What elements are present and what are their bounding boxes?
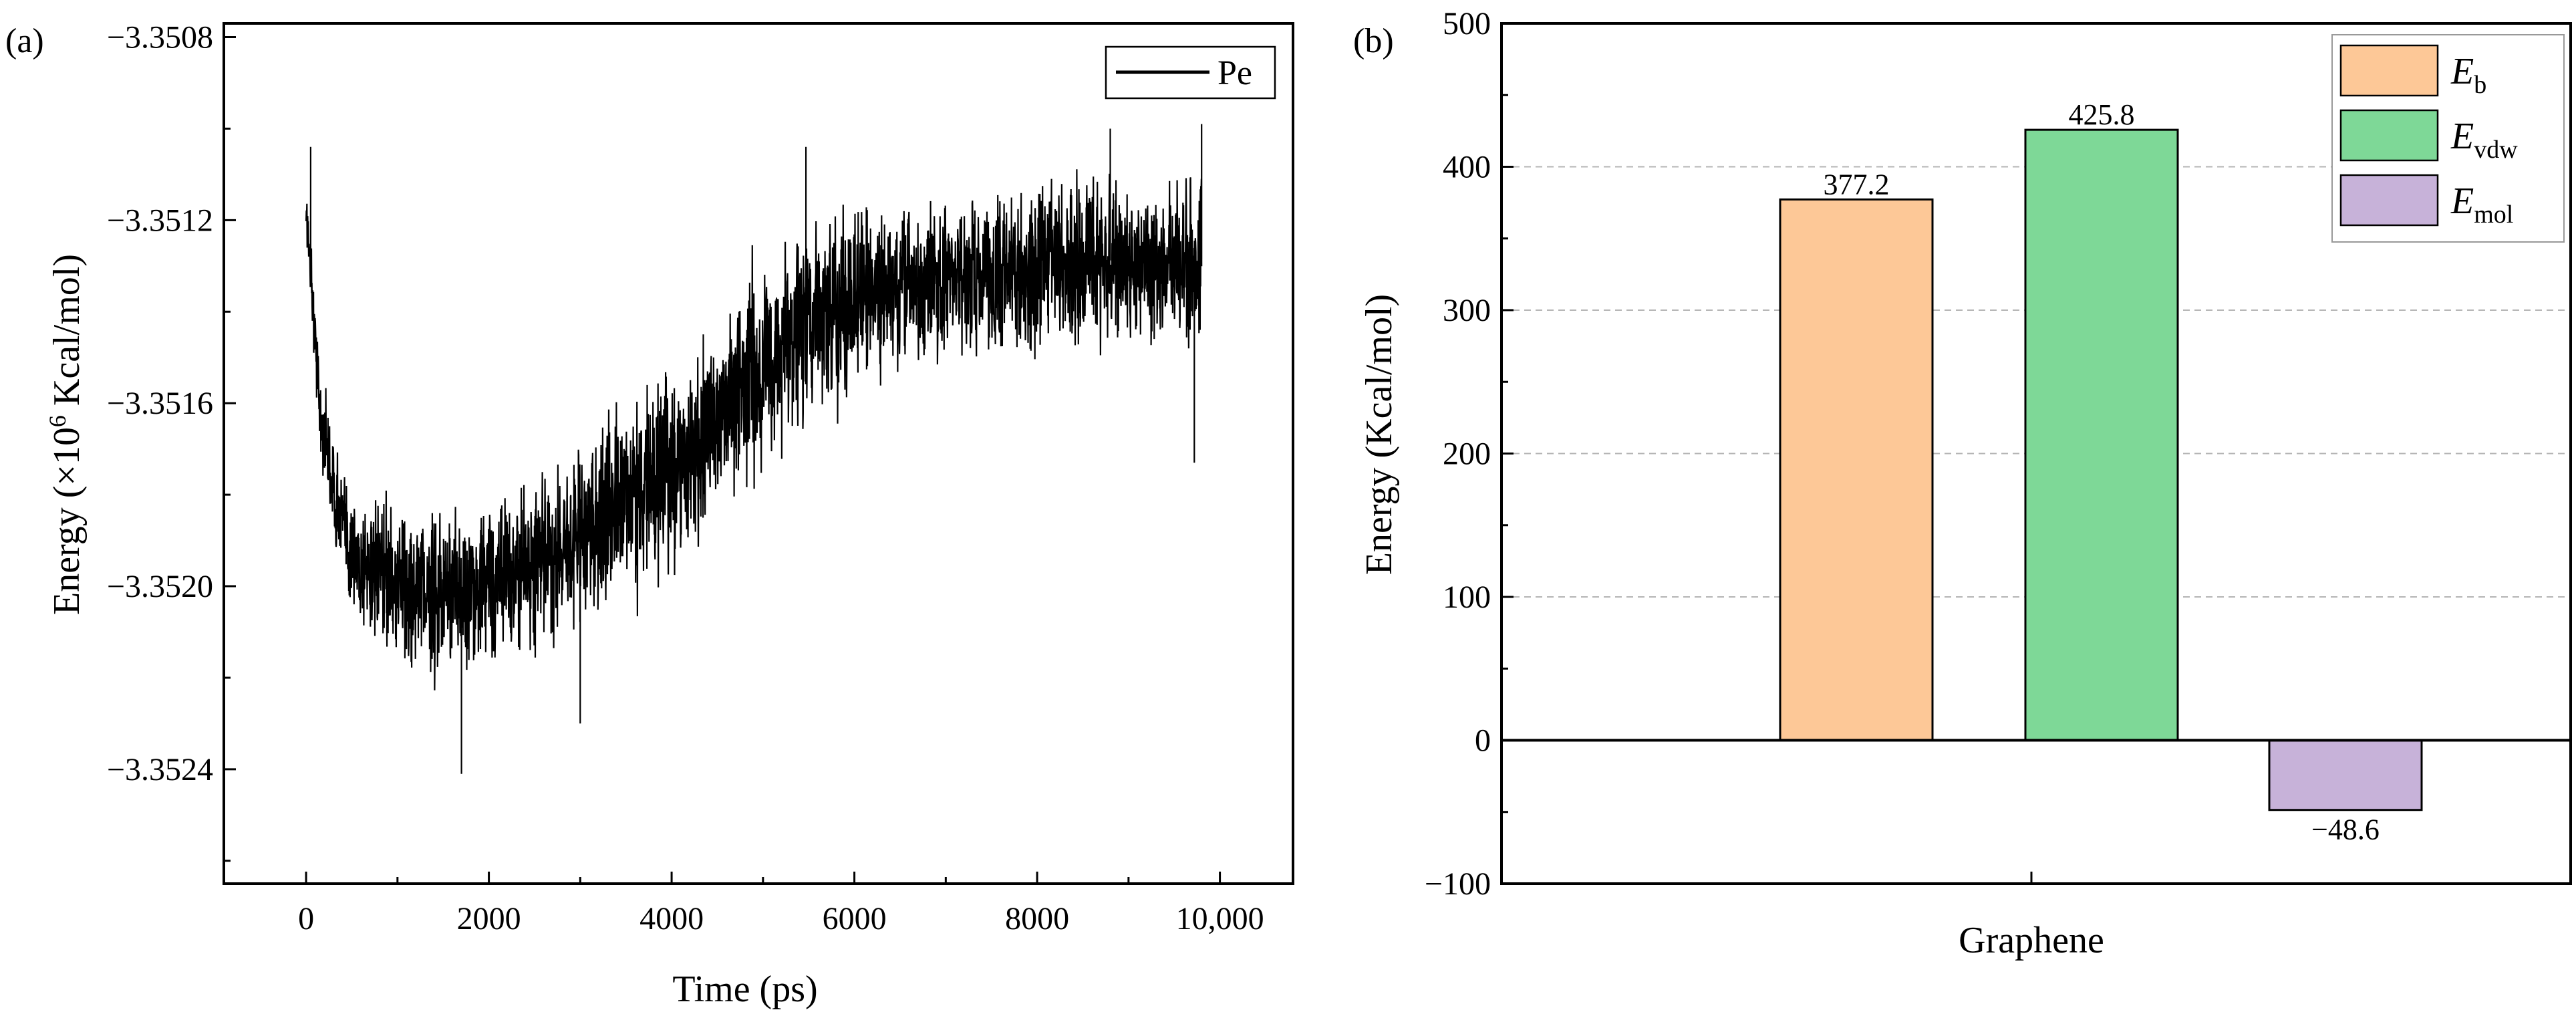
panel-b-label: (b)	[1353, 22, 1394, 60]
panel-a-legend: Pe	[1105, 45, 1276, 100]
y-tick-label: −3.3512	[107, 203, 213, 238]
x-tick-label: 10,000	[1176, 901, 1264, 936]
pe-energy-series	[305, 124, 1203, 774]
y-tick-label: −3.3520	[107, 569, 213, 604]
panel-b-bars: 377.2 425.8 −48.6	[1779, 98, 2423, 846]
bar-b	[1779, 198, 1934, 741]
y-tick-label: 0	[1475, 723, 1491, 759]
legend-pe-label: Pe	[1218, 54, 1252, 92]
bar-mol	[2268, 739, 2423, 811]
panel-b-x-axis-title: Graphene	[1959, 920, 2104, 961]
panel-a: (a) 0 2000 4000 6000 8000 10,000 −3.3508−3.35…	[5, 20, 1294, 1010]
bar-value-label: 425.8	[2069, 98, 2135, 131]
legend-label-b: Eb	[2450, 51, 2486, 99]
panel-b-y-axis-title: Energy (Kcal/mol)	[1358, 294, 1400, 575]
y-tick-label: 200	[1443, 436, 1491, 472]
panel-a-x-axis-title: Time (ps)	[672, 969, 817, 1010]
panel-b: (b) 377.2 425.8 −48.6 −100 0 100 200 300 400 500…	[1353, 6, 2572, 961]
y-tick-label: −3.3524	[107, 752, 213, 787]
y-tick-label: −3.3508	[107, 20, 213, 55]
panel-a-y-axis-title: Energy (×106 Kcal/mol)	[44, 254, 88, 615]
y-tick-label: 100	[1443, 580, 1491, 615]
panel-a-label: (a)	[5, 22, 44, 60]
legend-swatch-mol	[2339, 174, 2439, 227]
x-tick-label: 0	[298, 901, 314, 936]
panel-b-y-axis: −100 0 100 200 300 400 500	[1425, 6, 1514, 902]
x-tick-label: 2000	[457, 901, 521, 936]
y-tick-label: −100	[1425, 866, 1491, 902]
y-tick-label: −3.3516	[107, 386, 213, 421]
y-tick-label: 500	[1443, 6, 1491, 41]
panel-a-y-axis: −3.3508 −3.3512 −3.3516 −3.3520 −3.3524	[107, 20, 236, 862]
legend-label-mol: Emol	[2450, 180, 2513, 229]
y-tick-label: 300	[1443, 293, 1491, 328]
y-axis-exponent: 6	[44, 415, 71, 427]
legend-swatch-vdw	[2339, 109, 2439, 162]
bar-value-label: −48.6	[2311, 813, 2380, 846]
y-tick-label: 400	[1443, 150, 1491, 185]
legend-swatch-b	[2339, 44, 2439, 97]
bar-value-label: 377.2	[1824, 168, 1890, 201]
x-tick-label: 8000	[1005, 901, 1069, 936]
panel-a-x-axis: 0 2000 4000 6000 8000 10,000	[298, 872, 1264, 936]
legend-label-vdw: Evdw	[2450, 116, 2518, 164]
panel-b-legend: Eb Evdw Emol	[2331, 34, 2565, 243]
x-tick-label: 6000	[823, 901, 887, 936]
panel-a-frame	[223, 22, 1294, 885]
x-tick-label: 4000	[639, 901, 704, 936]
bar-vdw	[2024, 128, 2179, 741]
panel-a-plot-area	[223, 22, 1294, 885]
